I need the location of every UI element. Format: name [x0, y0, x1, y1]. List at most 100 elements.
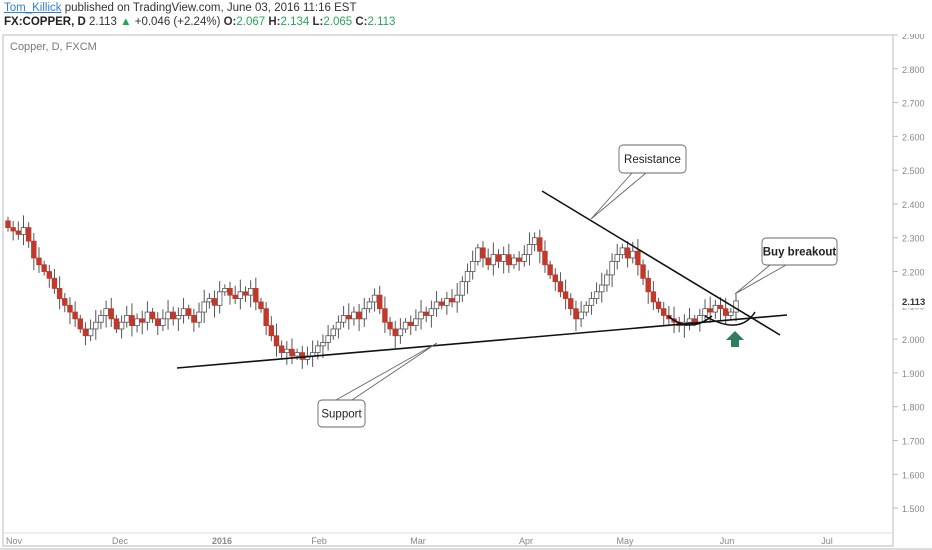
- candle-body-57: [299, 352, 305, 360]
- candle-body-133: [691, 318, 698, 323]
- resistance-callout: Resistance: [590, 144, 687, 220]
- support-callout-box: [317, 399, 366, 428]
- candle-body-16: [87, 328, 94, 337]
- chart-title: Copper, D, FXCM: [10, 41, 97, 53]
- candle-body-140: [728, 311, 734, 316]
- y-axis: 1.5001.6001.7001.8001.9002.0002.1002.200…: [893, 34, 930, 514]
- resistance-line: [541, 190, 781, 336]
- candle-body-85: [444, 298, 450, 306]
- candle-body-31: [165, 311, 171, 320]
- price-chart[interactable]: Copper, D, FXCM 1.500 1.600 1.700 1.800 1.90…: [0, 34, 932, 548]
- candle-body-48: [253, 288, 259, 303]
- candle-body-36: [191, 315, 197, 323]
- candle-body-114: [593, 291, 600, 299]
- y-tick-label-11: 2.600: [902, 132, 925, 142]
- candle-body-13: [72, 311, 78, 320]
- resistance-callout-pointer: [590, 172, 647, 220]
- buy-arrow-icon: [726, 331, 744, 347]
- candle-body-29: [155, 318, 161, 326]
- candle-body-105: [547, 264, 553, 276]
- candle-body-5: [31, 240, 37, 259]
- x-axis: Nov Dec 2016 Feb Mar Apr May Jun Jul: [3, 532, 893, 546]
- candle-body-122: [635, 250, 641, 266]
- candle-body-72: [377, 294, 383, 310]
- buy-breakout-callout-pointer: [734, 264, 787, 295]
- candle-body-28: [149, 311, 156, 320]
- candle-body-138: [717, 304, 724, 310]
- candle-body-27: [144, 311, 151, 323]
- candle-body-9: [51, 277, 58, 289]
- plot-frame: [2, 34, 894, 547]
- candle-body-117: [609, 260, 615, 276]
- candle-body-12: [67, 304, 73, 313]
- candle-body-42: [222, 288, 228, 293]
- y-tick-label-8: 2.300: [902, 234, 925, 244]
- candle-body-98: [511, 257, 517, 266]
- x-tick-label-3: Feb: [311, 536, 327, 546]
- candle-body-91: [475, 247, 481, 262]
- x-tick-label-8: Jul: [821, 536, 833, 546]
- candle-body-1: [10, 227, 16, 232]
- candle-body-10: [56, 288, 63, 299]
- candle-body-25: [134, 318, 140, 326]
- candle-body-82: [428, 308, 435, 316]
- candles: [5, 215, 739, 369]
- candle-body-62: [325, 335, 331, 343]
- candle-body-38: [201, 301, 207, 313]
- candle-body-14: [77, 318, 83, 330]
- candle-body-0: [5, 220, 11, 229]
- candle-body-41: [216, 291, 223, 306]
- candle-body-34: [180, 308, 187, 316]
- y-tick-label-7: 2.200: [902, 268, 925, 278]
- candle-body-79: [413, 318, 419, 326]
- candle-body-123: [640, 264, 646, 279]
- author-link[interactable]: Tom_Killick: [4, 2, 62, 14]
- candle-body-74: [387, 321, 393, 330]
- candle-body-115: [599, 284, 605, 293]
- candle-body-37: [196, 311, 202, 323]
- candle-body-76: [397, 328, 404, 337]
- candle-body-68: [356, 311, 362, 320]
- last-price-label: 2.113: [902, 297, 925, 308]
- shoulder-arc-2: [704, 311, 756, 326]
- y-tick-label-10: 2.500: [902, 166, 925, 176]
- price-value: 2.113: [89, 16, 117, 28]
- candle-body-65: [340, 315, 347, 323]
- candle-body-20: [108, 308, 114, 320]
- candle-body-33: [175, 315, 182, 320]
- candle-body-22: [118, 321, 125, 330]
- y-tick-label-9: 2.400: [902, 200, 925, 210]
- candle-body-52: [273, 335, 280, 347]
- candle-body-137: [712, 304, 719, 313]
- candle-body-80: [418, 311, 424, 320]
- candle-body-103: [537, 237, 543, 252]
- candle-body-136: [707, 308, 713, 313]
- candle-body-88: [459, 281, 466, 296]
- candle-body-134: [697, 315, 703, 323]
- candle-body-119: [619, 247, 626, 256]
- candle-body-96: [500, 254, 507, 262]
- candle-body-94: [490, 254, 497, 266]
- candle-body-107: [557, 281, 564, 293]
- candle-body-125: [650, 291, 657, 303]
- y-tick-label-12: 2.700: [902, 99, 925, 109]
- last-price-marker-bg: [894, 293, 930, 308]
- high-label: H:: [268, 16, 281, 28]
- low-value: 2.065: [323, 16, 353, 28]
- y-tick-label-3: 1.800: [902, 403, 925, 413]
- candle-body-4: [25, 227, 32, 242]
- candle-body-17: [93, 321, 99, 330]
- candle-body-75: [392, 328, 398, 337]
- candle-body-11: [62, 298, 68, 306]
- y-tick-label-1: 1.600: [902, 470, 925, 480]
- x-tick-label-6: May: [616, 536, 634, 546]
- candle-body-24: [129, 315, 135, 326]
- candle-body-118: [614, 254, 620, 262]
- candle-body-127: [661, 308, 667, 316]
- candle-body-113: [588, 298, 595, 306]
- candle-body-116: [604, 274, 610, 286]
- candle-body-40: [211, 298, 218, 306]
- y-tick-label-2: 1.700: [902, 436, 925, 446]
- candle-body-84: [439, 301, 445, 306]
- candle-body-110: [573, 308, 579, 320]
